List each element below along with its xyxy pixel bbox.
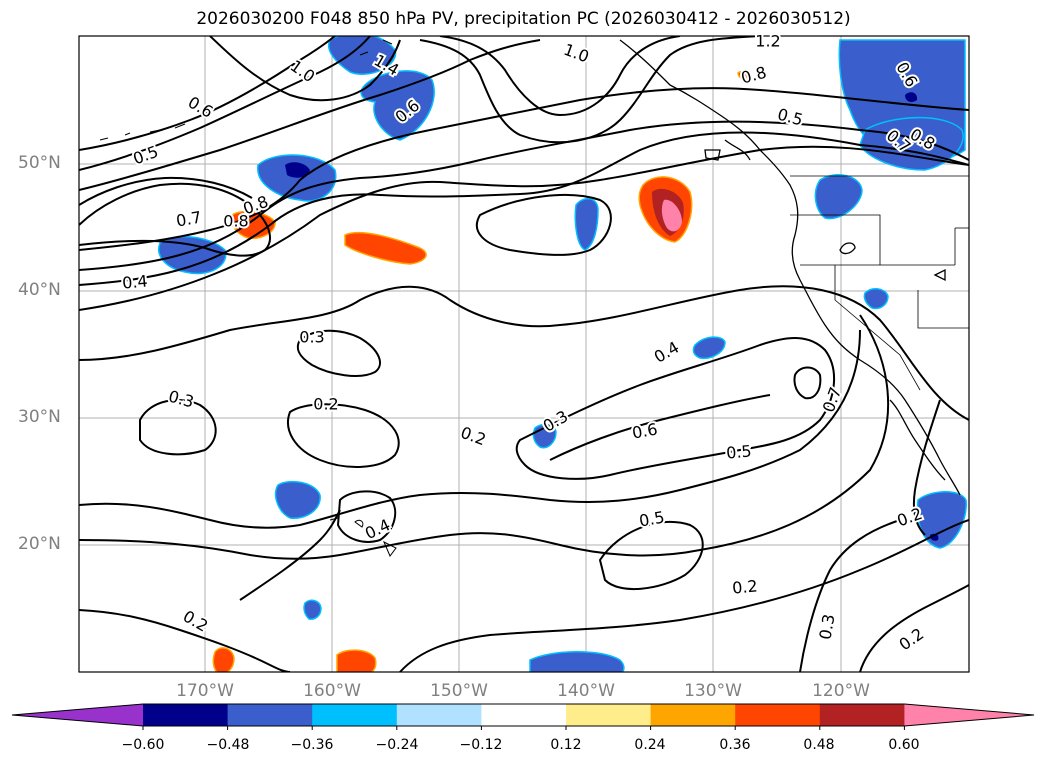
colorbar-tick: −0.48 (206, 737, 250, 753)
lon-label-120w: 120°W (812, 681, 870, 701)
lat-label-40n: 40°N (18, 280, 61, 300)
colorbar-tick: 0.36 (719, 737, 751, 753)
contour-label: 0.5 (725, 441, 752, 462)
lon-label-160w: 160°W (303, 681, 361, 701)
lon-label-140w: 140°W (557, 681, 615, 701)
contour-label: 0.8 (223, 212, 248, 231)
lon-label-170w: 170°W (176, 681, 234, 701)
islands (99, 39, 397, 557)
coastline (619, 39, 961, 496)
contour-label: 0.2 (313, 395, 338, 414)
colorbar-tick: −0.36 (290, 737, 334, 753)
pv-contours (79, 36, 969, 672)
colorbar-tick: 0.48 (803, 737, 835, 753)
contour-label: 1.2 (755, 32, 780, 51)
colorbar-tick: 0.60 (888, 737, 920, 753)
lon-label-150w: 150°W (430, 681, 488, 701)
state-borders (790, 175, 969, 391)
precip-peak-core (661, 199, 682, 232)
lat-label-30n: 30°N (18, 407, 61, 427)
lat-label-50n: 50°N (18, 153, 61, 173)
colorbar-tick: −0.12 (459, 737, 503, 753)
contour-label: 0.3 (299, 328, 324, 347)
colorbar-tick: 0.24 (634, 737, 666, 753)
lat-label-20n: 20°N (18, 534, 61, 554)
precip-deep-negative-core (285, 92, 939, 541)
lon-label-130w: 130°W (684, 681, 742, 701)
colorbar-tick: 0.12 (550, 737, 582, 753)
colorbar-tick: −0.24 (375, 737, 419, 753)
colorbar-tick: −0.60 (121, 737, 165, 753)
contour-label: 0.2 (731, 576, 758, 597)
contour-label: 0.4 (121, 271, 148, 292)
contour-label: 0.5 (638, 507, 666, 530)
plot-frame (78, 35, 970, 673)
map-title: 2026030200 F048 850 hPa PV, precipitatio… (196, 9, 851, 29)
